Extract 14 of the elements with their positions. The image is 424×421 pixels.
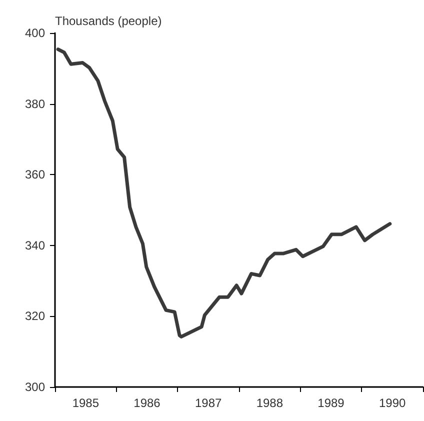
x-tick-label: 1990 (378, 396, 406, 410)
y-tick-label: 380 (24, 96, 46, 111)
x-tick-label: 1987 (194, 396, 222, 410)
y-tick-label: 340 (24, 238, 46, 252)
y-axis-title: Thousands (people) (55, 14, 162, 28)
x-tick-label: 1988 (256, 396, 284, 410)
y-tick-label: 400 (24, 26, 46, 40)
y-tick-label: 320 (24, 309, 46, 324)
y-tick-label: 300 (24, 380, 46, 394)
x-tick-label: 1985 (72, 396, 100, 410)
line-series (56, 48, 392, 338)
x-tick-label: 1989 (318, 396, 345, 410)
x-tick-label: 1986 (134, 396, 161, 410)
y-tick-label: 360 (24, 168, 46, 182)
